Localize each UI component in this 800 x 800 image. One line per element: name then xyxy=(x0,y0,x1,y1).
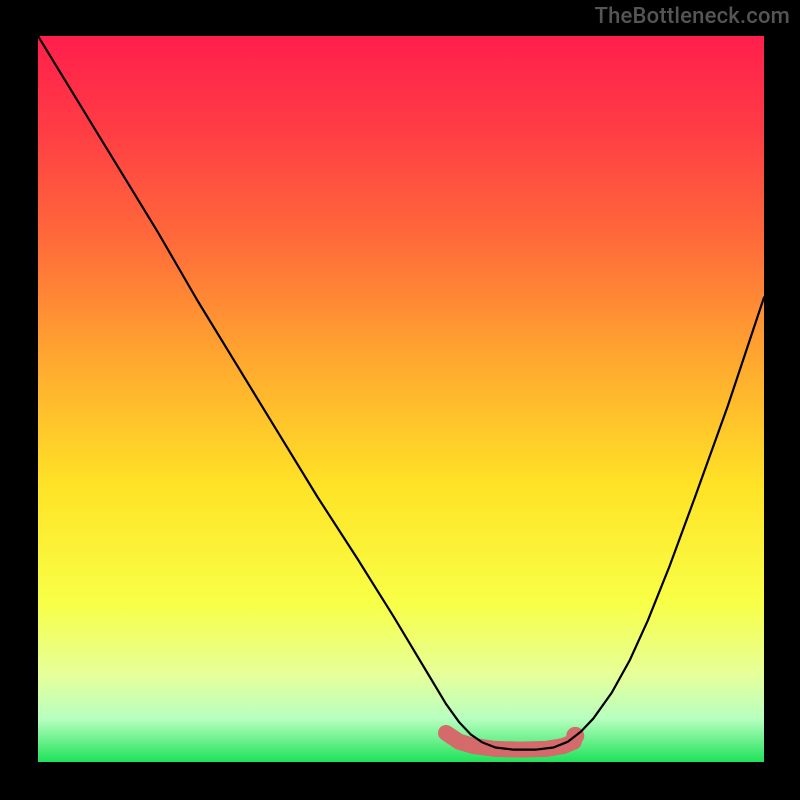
watermark-text: TheBottleneck.com xyxy=(595,4,790,29)
curve-svg xyxy=(38,36,764,762)
bottleneck-curve xyxy=(38,36,764,750)
plot-area xyxy=(38,36,764,762)
chart-frame: TheBottleneck.com xyxy=(0,0,800,800)
